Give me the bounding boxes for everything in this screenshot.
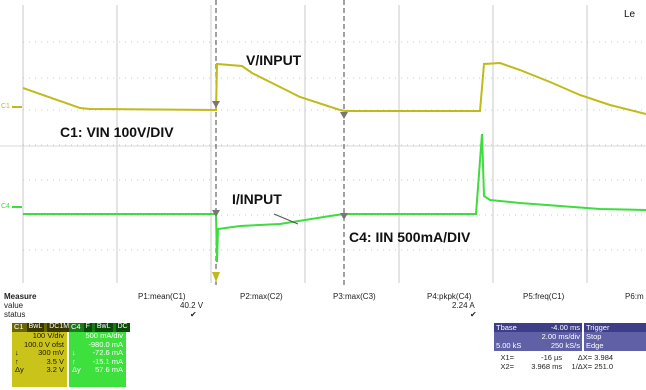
cursor-dx-label: ΔX=: [577, 353, 593, 362]
channel-4-offset: -980.0 mA: [88, 339, 123, 349]
channel-1-delta: Δy 3.2 V: [12, 366, 67, 375]
channel-1-trace: [22, 61, 646, 115]
timebase-samples: 5.00 kS: [496, 341, 522, 350]
param-p1-status: ✔: [190, 310, 197, 319]
channel-1-vdiv: 100 V/div: [32, 331, 64, 340]
cursor-b-arrow: ↑: [15, 356, 19, 366]
annotation-pointer: [273, 213, 299, 225]
param-p6[interactable]: P6:m: [625, 292, 644, 301]
channel-4-tag-filter: F: [83, 323, 92, 332]
cursor-a-arrow: ↓: [15, 348, 19, 358]
cursor-x1-label: X1=: [500, 353, 514, 362]
corner-label: Le: [624, 9, 636, 20]
trigger-marker: [212, 272, 220, 282]
channel-1-offset: 100.0 V ofst: [23, 339, 64, 349]
value-row-label: value: [4, 301, 24, 310]
annotation-c1-scale: C1: VIN 100V/DIV: [60, 124, 174, 140]
channel-1-marker: C1: [1, 103, 10, 110]
cursor-x1-value: -16 µs: [541, 353, 563, 362]
channel-4-box[interactable]: C4 F BwL DC 500 mA/div -980.0 mA ↓ -72.6 …: [69, 322, 130, 387]
channel-4-delta: Δy 57.6 mA: [69, 366, 126, 375]
cursor-x2-value: 3.968 ms: [531, 362, 563, 371]
channel-4-cursor-a: ↓ -72.6 mA: [69, 348, 126, 358]
param-p3[interactable]: P3:max(C3): [333, 292, 376, 301]
channel-1-name: C1: [14, 322, 24, 332]
channel-4-tag-bwl: BwL: [94, 323, 113, 332]
cursor-inv-dx-label: 1/ΔX=: [571, 362, 593, 371]
channel-1-delta-value: 3.2 V: [46, 365, 64, 375]
cursor-2-ch4-marker: [340, 213, 348, 220]
waveform-grid: [0, 0, 646, 285]
annotation-c4-scale: C4: IIN 500mA/DIV: [349, 229, 471, 245]
annotation-v-input: V/INPUT: [246, 52, 302, 68]
channel-4-name: C4: [71, 322, 81, 332]
channel-1-cursor-a-value: 300 mV: [38, 348, 64, 358]
measure-heading: Measure: [4, 292, 37, 301]
cursor-1-marker: [212, 101, 220, 108]
status-row-label: status: [4, 310, 26, 319]
channel-4-cursor-b-value: -15.1 mA: [92, 356, 123, 366]
cursor-1-ch4-marker: [212, 210, 220, 217]
delta-y-label: Δy: [15, 365, 24, 375]
param-p4-value: 2.24 A: [452, 301, 475, 310]
cursor-dx-value: 3.984: [594, 353, 614, 362]
param-p1-value: 40.2 V: [180, 301, 204, 310]
channel-1-cursor-b: ↑ 3.5 V: [12, 356, 67, 367]
cursor-2-marker: [340, 112, 348, 119]
trigger-mode: Stop: [586, 332, 602, 341]
param-p2[interactable]: P2:max(C2): [240, 292, 283, 301]
timebase-div: 2.00 ms/div: [541, 332, 580, 341]
timebase-label: Tbase: [496, 323, 517, 332]
timebase-offset: -4.00 ms: [550, 323, 580, 332]
trigger-label: Trigger: [584, 323, 646, 332]
channel-4-cursor-a-value: -72.6 mA: [92, 348, 123, 358]
trigger-type: Edge: [586, 341, 604, 350]
trigger-box[interactable]: Trigger Stop Edge: [584, 323, 646, 351]
timebase-rate: 250 kS/s: [550, 341, 580, 350]
cursor-a-arrow: ↓: [72, 348, 76, 358]
channel-4-marker: C4: [1, 203, 10, 210]
channel-4-trace: [23, 133, 646, 263]
cursor-readout: X1= -16 µs ΔX= 3.984 X2= 3.968 ms 1/ΔX= …: [494, 353, 646, 371]
channel-1-box[interactable]: C1 BwL DC1M 100 V/div 100.0 V ofst ↓ 300 …: [12, 322, 72, 387]
param-p4[interactable]: P4:pkpk(C4): [427, 292, 472, 301]
oscilloscope-screen: Le V/INPUT C1: VIN 100V/DIV I/INPUT C4: …: [0, 0, 646, 285]
cursor-b-arrow: ↑: [72, 356, 76, 366]
channel-1-cursor-b-value: 3.5 V: [46, 356, 64, 366]
annotation-i-input: I/INPUT: [232, 191, 282, 207]
channel-4-tag-coupling: DC: [115, 323, 130, 332]
param-p4-status: ✔: [470, 310, 477, 319]
timebase-box[interactable]: Tbase -4.00 ms 2.00 ms/div 5.00 kS 250 k…: [494, 323, 582, 351]
channel-1-tag-coupling: DC1M: [47, 323, 72, 332]
param-p1[interactable]: P1:mean(C1): [138, 292, 186, 301]
channel-4-delta-value: 57.6 mA: [95, 365, 123, 375]
cursor-x2-label: X2=: [500, 362, 514, 371]
cursor-inv-dx-value: 251.0: [594, 362, 614, 371]
channel-1-tag-bwl: BwL: [26, 323, 45, 332]
channel-4-cursor-b: ↑ -15.1 mA: [69, 356, 126, 367]
measurement-panel: Measure value status P1:mean(C1) 40.2 V …: [0, 285, 646, 390]
param-p5[interactable]: P5:freq(C1): [523, 292, 565, 301]
channel-4-adiv: 500 mA/div: [85, 331, 123, 340]
delta-y-label: Δy: [72, 365, 81, 375]
channel-1-cursor-a: ↓ 300 mV: [12, 348, 67, 358]
